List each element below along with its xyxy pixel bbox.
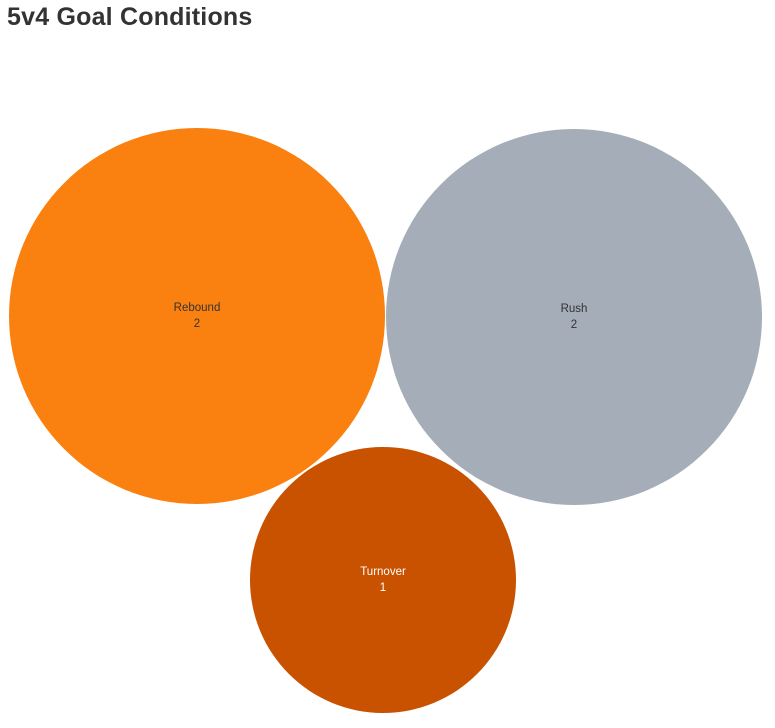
bubble-rebound[interactable]: Rebound 2 bbox=[9, 128, 385, 504]
chart-title: 5v4 Goal Conditions bbox=[7, 3, 253, 31]
bubble-value: 1 bbox=[379, 582, 387, 594]
bubble-label: Rebound bbox=[173, 302, 221, 314]
bubble-label: Turnover bbox=[360, 566, 406, 578]
bubble-rush[interactable]: Rush 2 bbox=[386, 129, 762, 505]
bubble-turnover[interactable]: Turnover 1 bbox=[250, 447, 516, 713]
bubble-label: Rush bbox=[560, 303, 588, 315]
bubble-value: 2 bbox=[570, 319, 578, 331]
bubble-value: 2 bbox=[193, 318, 201, 330]
